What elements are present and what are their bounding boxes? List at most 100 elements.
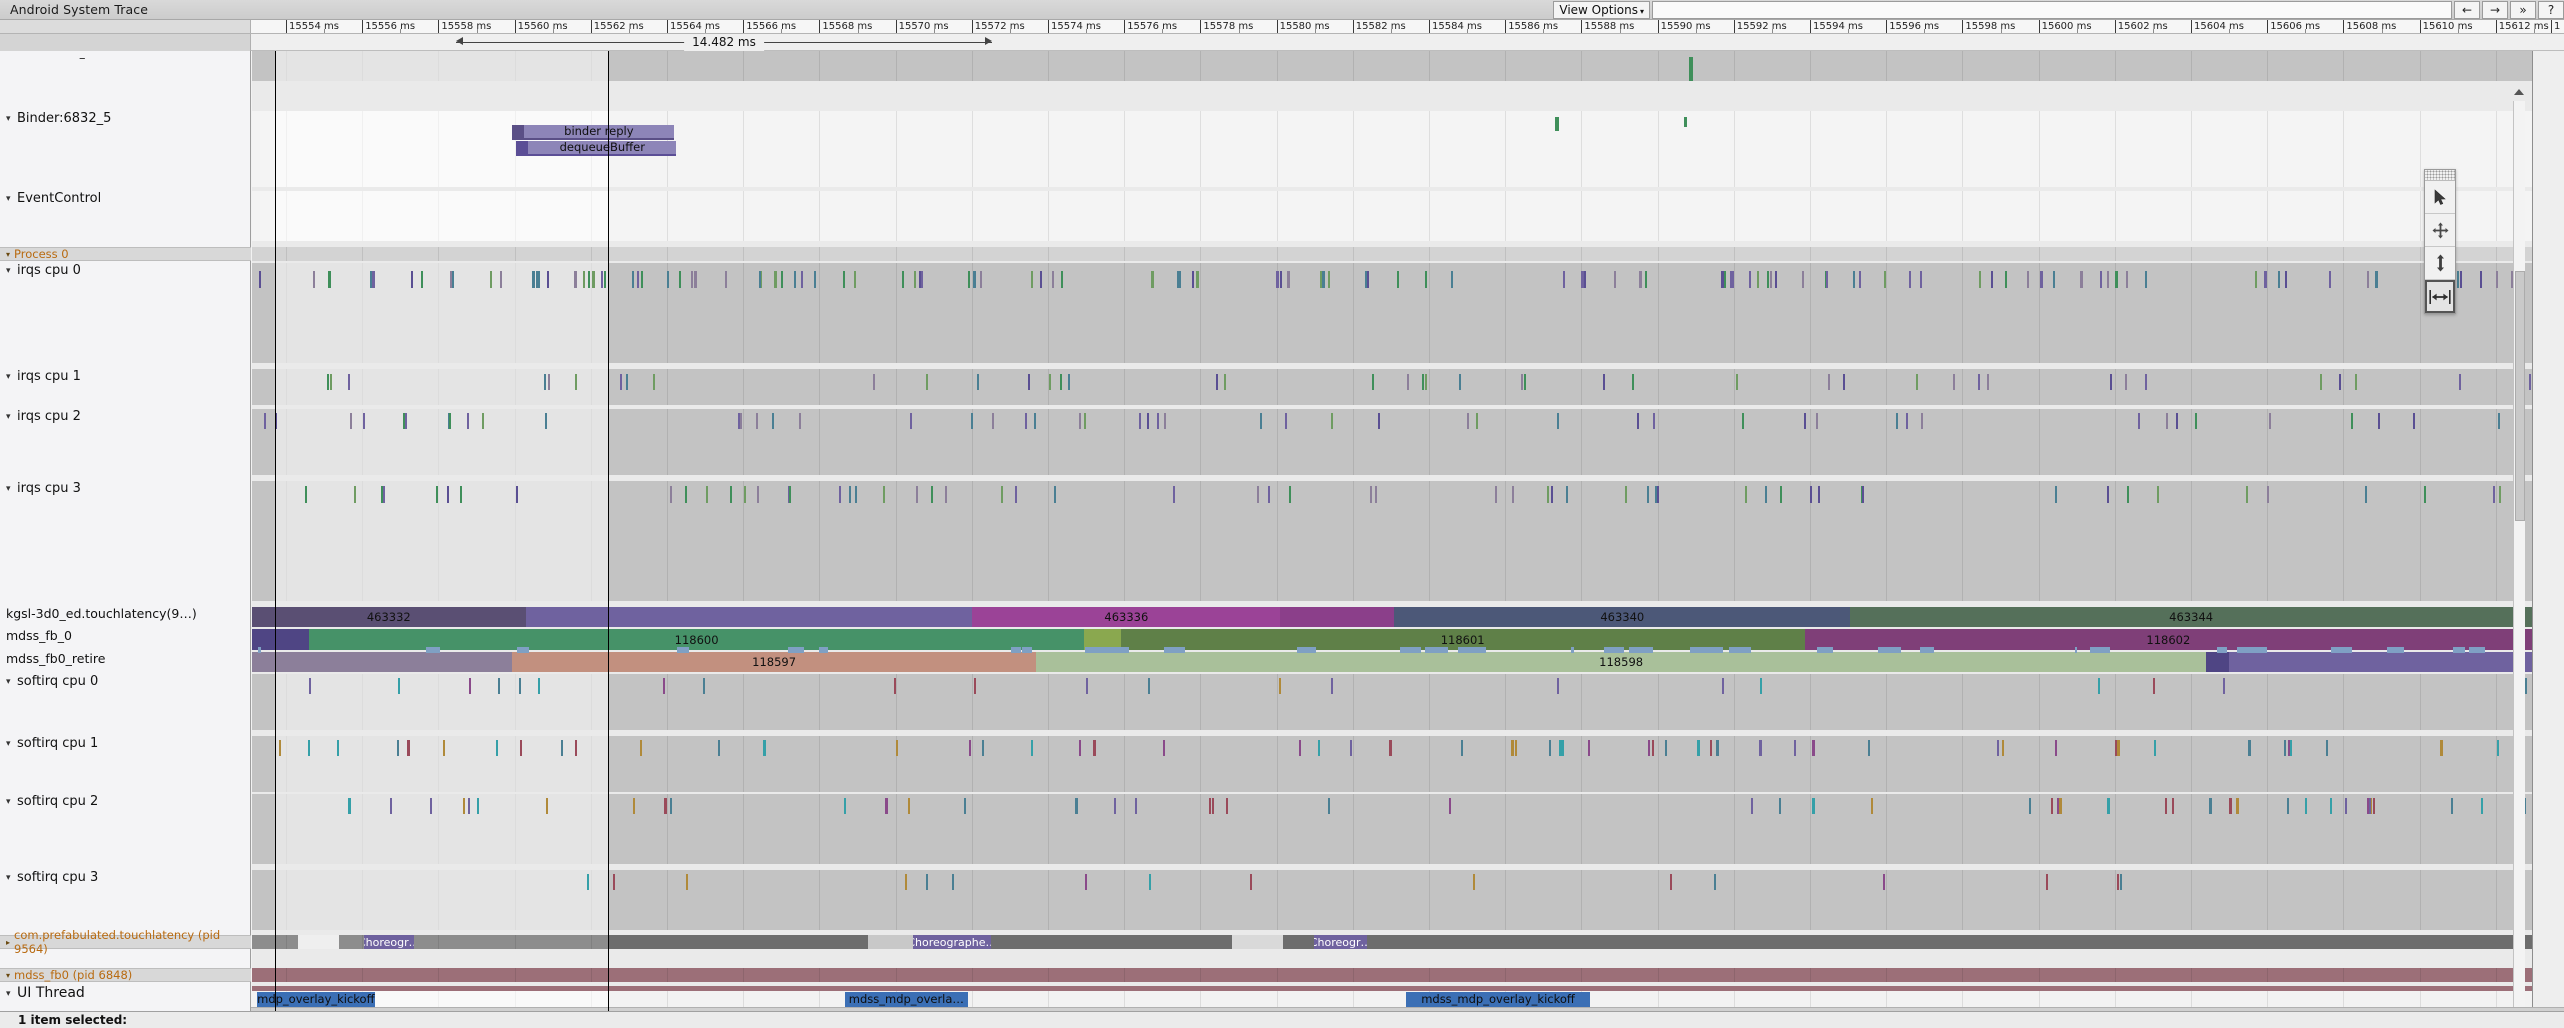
irq-event-tick[interactable]: [2365, 486, 2368, 503]
irq-event-tick[interactable]: [2366, 271, 2369, 288]
irq-event-tick[interactable]: [2050, 798, 2053, 814]
irq-event-tick[interactable]: [1741, 413, 1744, 429]
irq-event-tick[interactable]: [1176, 271, 1179, 288]
chevron-down-icon[interactable]: ▾: [6, 677, 11, 687]
irq-event-tick[interactable]: [535, 271, 539, 288]
irq-event-tick[interactable]: [854, 271, 857, 288]
irq-event-tick[interactable]: [1257, 486, 1260, 503]
irq-event-tick[interactable]: [930, 486, 933, 503]
irq-event-tick[interactable]: [1375, 486, 1378, 503]
back-button[interactable]: ←: [2454, 1, 2480, 19]
irq-event-tick[interactable]: [561, 740, 564, 756]
irq-event-tick[interactable]: [2284, 271, 2287, 288]
irq-event-tick[interactable]: [1602, 374, 1605, 390]
irq-event-tick[interactable]: [1780, 486, 1783, 503]
irq-event-tick[interactable]: [2338, 374, 2341, 390]
address-input[interactable]: [1652, 1, 2452, 19]
irq-event-tick[interactable]: [1425, 271, 1428, 288]
irq-event-tick[interactable]: [773, 271, 777, 288]
irq-event-tick[interactable]: [2254, 271, 2257, 288]
irq-event-tick[interactable]: [2497, 740, 2500, 756]
chevron-down-icon[interactable]: ▾: [6, 739, 11, 749]
canvas-track-eventcontrol[interactable]: [252, 191, 2532, 241]
irq-event-tick[interactable]: [1811, 740, 1815, 756]
canvas-track-irqs-cpu-0[interactable]: [252, 263, 2532, 363]
irq-event-tick[interactable]: [405, 413, 408, 429]
irq-event-tick[interactable]: [543, 374, 546, 390]
irq-event-tick[interactable]: [449, 413, 452, 429]
counter-segment[interactable]: 463344: [1850, 607, 2532, 627]
irq-event-tick[interactable]: [490, 271, 493, 288]
irq-event-tick[interactable]: [788, 486, 791, 503]
irq-event-tick[interactable]: [919, 271, 922, 288]
irq-event-tick[interactable]: [1909, 271, 1912, 288]
irq-event-tick[interactable]: [327, 271, 331, 288]
irq-event-tick[interactable]: [263, 413, 266, 429]
irq-event-tick[interactable]: [279, 740, 282, 756]
irq-event-tick[interactable]: [2145, 271, 2148, 288]
irq-event-tick[interactable]: [1794, 740, 1797, 756]
counter-segment[interactable]: 118598: [1036, 652, 2206, 672]
irq-event-tick[interactable]: [705, 486, 708, 503]
irq-event-tick[interactable]: [1952, 374, 1955, 390]
irq-event-tick[interactable]: [684, 486, 687, 503]
irq-event-tick[interactable]: [717, 740, 720, 756]
irq-event-tick[interactable]: [1625, 486, 1628, 503]
chevron-down-icon[interactable]: ▾: [6, 114, 11, 124]
drag-handle-icon[interactable]: [2425, 170, 2455, 181]
irq-event-tick[interactable]: [653, 374, 656, 390]
irq-event-tick[interactable]: [1868, 740, 1871, 756]
irq-event-tick[interactable]: [2054, 486, 2057, 503]
irq-event-tick[interactable]: [1278, 678, 1281, 694]
irq-event-tick[interactable]: [1163, 740, 1165, 756]
irq-event-tick[interactable]: [1732, 271, 1735, 288]
irq-event-tick[interactable]: [1920, 413, 1923, 429]
irq-event-tick[interactable]: [2423, 486, 2426, 503]
irq-event-tick[interactable]: [2325, 740, 2328, 756]
irq-event-tick[interactable]: [1275, 271, 1279, 288]
irq-event-tick[interactable]: [1448, 798, 1451, 814]
event-tick[interactable]: [1684, 117, 1687, 127]
alerts-panel[interactable]: Alerts: [2532, 51, 2564, 1011]
irq-event-tick[interactable]: [968, 740, 971, 756]
irq-event-tick[interactable]: [1085, 678, 1088, 694]
overflow-button[interactable]: »: [2510, 1, 2536, 19]
slice-ui-thread[interactable]: mdss_mdp_overla…: [844, 992, 968, 1007]
irq-event-tick[interactable]: [1209, 798, 1212, 814]
irq-event-tick[interactable]: [1655, 486, 1658, 503]
irq-event-tick[interactable]: [703, 678, 706, 694]
counter-segment[interactable]: [2228, 652, 2532, 672]
irq-event-tick[interactable]: [1861, 486, 1864, 503]
irq-event-tick[interactable]: [763, 740, 766, 756]
irq-event-tick[interactable]: [2413, 413, 2416, 429]
irq-event-tick[interactable]: [1757, 271, 1760, 288]
irq-event-tick[interactable]: [1646, 486, 1649, 503]
track-row-irqs-cpu-1[interactable]: ▾ irqs cpu 1: [0, 369, 251, 405]
irq-event-tick[interactable]: [1147, 678, 1150, 694]
track-label-mdss-fb0-retire[interactable]: mdss_fb0_retire: [6, 652, 106, 666]
irq-event-tick[interactable]: [1547, 486, 1550, 503]
irq-event-tick[interactable]: [1139, 413, 1142, 429]
irq-event-tick[interactable]: [383, 486, 386, 503]
irq-event-tick[interactable]: [2246, 486, 2248, 503]
scroll-up-icon[interactable]: [2514, 89, 2524, 95]
irq-event-tick[interactable]: [547, 271, 550, 288]
irq-event-tick[interactable]: [1459, 374, 1462, 390]
counter-segment[interactable]: [252, 629, 309, 650]
irq-event-tick[interactable]: [2370, 798, 2373, 814]
irq-event-tick[interactable]: [1521, 374, 1524, 390]
irq-event-tick[interactable]: [981, 740, 984, 756]
irq-event-tick[interactable]: [1977, 374, 1980, 390]
irq-event-tick[interactable]: [1815, 413, 1818, 429]
irq-event-tick[interactable]: [1524, 374, 1527, 390]
counter-segment[interactable]: [1280, 607, 1395, 627]
irq-event-tick[interactable]: [663, 798, 667, 814]
irq-event-tick[interactable]: [308, 678, 311, 694]
irq-event-tick[interactable]: [2223, 678, 2226, 694]
canvas-track-softirq-cpu-0[interactable]: [252, 674, 2532, 730]
irq-event-tick[interactable]: [1515, 740, 1518, 756]
irq-event-tick[interactable]: [2153, 740, 2156, 756]
canvas-track-process0[interactable]: [252, 247, 2532, 261]
irq-event-tick[interactable]: [1371, 374, 1374, 390]
irq-event-tick[interactable]: [764, 740, 767, 756]
